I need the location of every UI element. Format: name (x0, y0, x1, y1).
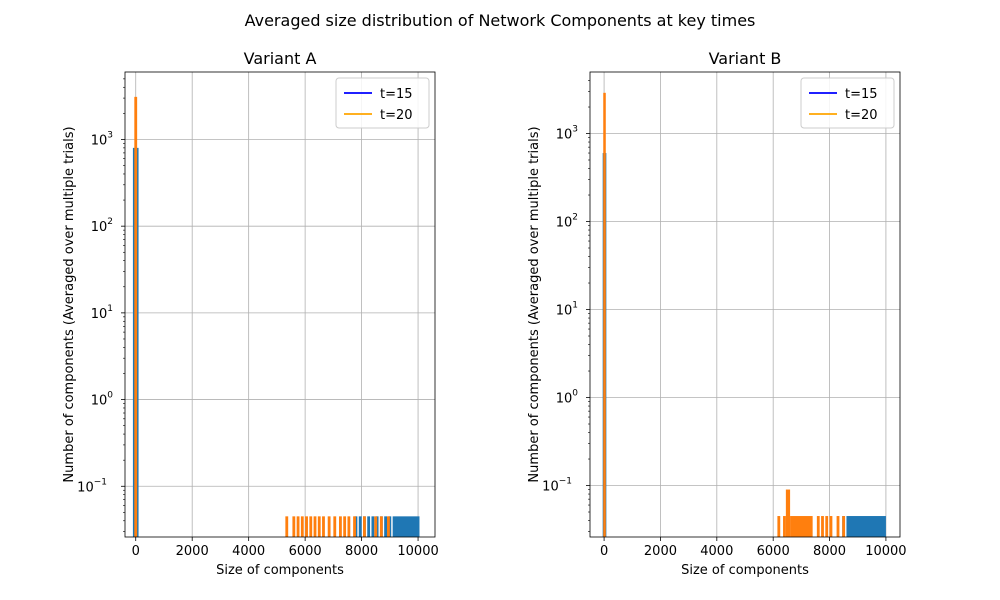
legend-label: t=20 (845, 108, 878, 123)
histogram-bar (790, 516, 813, 537)
x-tick-label: 0 (132, 544, 140, 559)
histogram-bar (846, 516, 886, 537)
y-tick-label: 101 (556, 301, 578, 319)
x-tick-label: 8000 (813, 544, 846, 559)
chart-panel-variant-b: 0 2000 4000 6000 8000 10000 10−1 100 101 102 103 Va… (527, 49, 907, 578)
histogram-bar (825, 516, 829, 537)
histogram-bar (379, 516, 383, 537)
legend-box (800, 77, 895, 129)
histogram-bar (353, 516, 356, 537)
histogram-bar (842, 516, 846, 537)
histogram-bar (333, 516, 337, 537)
x-tick-label: 6000 (289, 544, 322, 559)
histogram-bar (347, 516, 351, 537)
y-tick-label: 100 (556, 389, 579, 407)
histogram-bar (777, 516, 781, 537)
histogram-bar (313, 516, 317, 537)
x-tick-label: 6000 (757, 544, 790, 559)
histogram-bar (392, 516, 420, 537)
legend-box (335, 77, 430, 129)
chart-title: Variant B (709, 49, 782, 68)
histogram-bar (785, 489, 791, 537)
histogram-bar (783, 516, 786, 537)
histogram-bar (363, 516, 366, 537)
y-tick-label: 102 (556, 213, 578, 231)
histogram-bar (317, 516, 321, 537)
histogram-bar (358, 516, 362, 537)
chart-panel-variant-a: 0 2000 4000 6000 8000 10000 10−1 100 101 102 103 Va… (62, 49, 439, 578)
legend-label: t=15 (845, 87, 878, 102)
histogram-bar (305, 516, 308, 537)
chart-title: Variant A (244, 49, 317, 68)
histogram-bar (603, 92, 606, 537)
x-tick-label: 4000 (700, 544, 733, 559)
y-tick-label: 10−1 (542, 477, 572, 495)
histogram-bar (816, 516, 820, 537)
x-tick-label: 2000 (176, 544, 209, 559)
histogram-bar (339, 516, 342, 537)
legend-label: t=15 (380, 87, 413, 102)
axes-frame (589, 71, 901, 538)
x-axis-label: Size of components (681, 563, 809, 578)
y-tick-label: 103 (556, 125, 578, 143)
figure-suptitle: Averaged size distribution of Network Co… (245, 11, 756, 30)
histogram-bar (836, 516, 840, 537)
x-tick-label: 8000 (345, 544, 378, 559)
y-tick-label: 100 (91, 391, 114, 409)
histogram-bar (285, 516, 289, 537)
y-axis-label: Number of components (Averaged over mult… (527, 126, 542, 482)
x-tick-label: 0 (600, 544, 608, 559)
histogram-bar (367, 516, 371, 537)
x-tick-label: 4000 (232, 544, 265, 559)
y-tick-label: 103 (91, 130, 113, 148)
histogram-bar (374, 516, 378, 537)
x-tick-label: 10000 (397, 544, 438, 559)
histogram-bar (388, 516, 392, 537)
histogram-bar (134, 96, 138, 537)
x-axis-label: Size of components (216, 563, 344, 578)
y-tick-label: 101 (91, 304, 113, 322)
histogram-bar (371, 516, 375, 537)
histogram-bar (343, 516, 347, 537)
y-axis-label: Number of components (Averaged over mult… (62, 126, 77, 482)
legend: t=15 t=20 (335, 77, 430, 129)
histogram-bar (292, 516, 296, 537)
x-tick-label: 2000 (644, 544, 677, 559)
histogram-bar (296, 516, 300, 537)
legend: t=15 t=20 (800, 77, 895, 129)
histogram-bar (821, 516, 824, 537)
x-tick-label: 10000 (865, 544, 906, 559)
histogram-bar (322, 516, 325, 537)
histogram-bar (829, 516, 833, 537)
histogram-bar (309, 516, 313, 537)
axes-frame (124, 71, 436, 538)
histogram-bar (384, 516, 388, 537)
histogram-bar (327, 516, 331, 537)
y-tick-label: 102 (91, 217, 113, 235)
histogram-bar (300, 516, 304, 537)
y-tick-label: 10−1 (77, 477, 107, 495)
legend-label: t=20 (380, 108, 413, 123)
histogram-bar (387, 516, 390, 537)
